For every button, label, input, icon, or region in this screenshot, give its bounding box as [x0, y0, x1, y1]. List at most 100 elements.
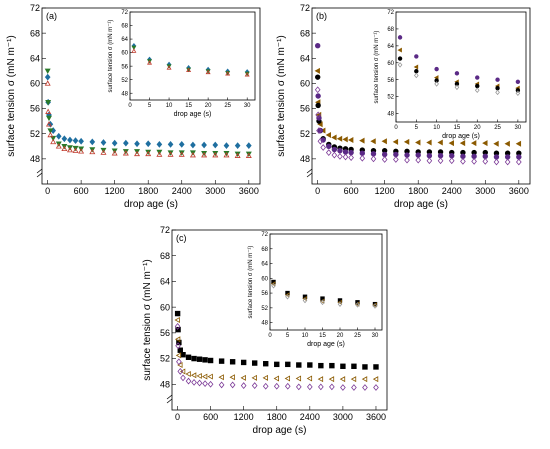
inset-1-point [434, 66, 439, 72]
inset-1-x-tick-label: 25 [494, 125, 501, 131]
main-0-point [44, 73, 51, 81]
main-x-axis-label: drop age (s) [253, 425, 307, 436]
main-1-point [381, 151, 388, 158]
main-2-point [218, 381, 225, 389]
inset-2-y-tick-label: 64 [261, 262, 268, 268]
inset-1-point [495, 85, 500, 91]
main-1-point [460, 153, 466, 160]
inset-2-x-tick-label: 20 [337, 333, 344, 339]
main-0-point [100, 149, 107, 155]
main-2-point [362, 384, 368, 391]
inset-1-point [397, 56, 403, 61]
inset-1-x-tick-label: 20 [474, 125, 481, 131]
inset-2-point [270, 281, 276, 287]
main-2-point [202, 380, 208, 388]
main-2-y-tick-label: 68 [160, 251, 170, 261]
main-2-point [372, 376, 379, 383]
inset-0-x-tick-label: 30 [244, 103, 251, 109]
main-0-point [156, 151, 163, 157]
main-2-point [329, 362, 335, 369]
main-2-point [240, 374, 246, 381]
main-1-x-tick-label: 1200 [375, 186, 395, 196]
main-2-point [251, 360, 258, 366]
main-2-point [179, 368, 186, 375]
main-1-point [493, 158, 500, 166]
inset-1-point [475, 83, 480, 89]
inset-1-x-tick-label: 0 [394, 125, 398, 131]
inset-2-x-tick-label: 25 [354, 333, 361, 339]
main-2-point [285, 361, 291, 368]
main-2-point [218, 374, 224, 381]
main-2-point [196, 356, 203, 362]
main-0-x-tick-label: 3000 [205, 186, 225, 196]
main-2-point [318, 383, 324, 391]
main-1-point [381, 156, 388, 163]
main-1-x-tick-label: 3600 [509, 186, 529, 196]
main-1-point [515, 140, 522, 147]
main-1-point [370, 151, 377, 157]
main-1-point [437, 139, 443, 146]
main-1-point [471, 157, 477, 165]
main-2-x-tick-label: 3000 [333, 412, 353, 422]
main-2-point [174, 310, 181, 317]
main-0-axis-break [36, 168, 43, 174]
main-1-point [320, 144, 327, 151]
main-2-point [329, 383, 335, 391]
main-1-point [504, 158, 511, 166]
main-2-point [262, 374, 268, 381]
main-2-x-tick-label: 0 [175, 412, 180, 422]
main-1-point [459, 140, 466, 147]
main-1-point [348, 154, 354, 161]
main-2-point [207, 373, 213, 380]
main-1-point [448, 140, 454, 147]
inset-1-y-tick-label: 56 [387, 78, 394, 84]
main-2-y-tick-label: 60 [160, 302, 170, 312]
main-0-y-tick-label: 56 [30, 104, 40, 114]
main-2-point [174, 323, 181, 330]
inset-1-point [434, 81, 439, 87]
main-2-point [317, 376, 324, 383]
main-1-point [325, 131, 332, 138]
main-0-point [61, 145, 68, 152]
main-1-point [415, 152, 421, 158]
main-0-point [223, 142, 230, 150]
main-1-point [448, 157, 455, 165]
main-2-point [273, 382, 280, 390]
panel-1: 0 600 1200 1800 2400 3000 360048525660646872(b… [276, 3, 531, 210]
main-2-point [361, 376, 368, 383]
main-0-point [78, 148, 85, 154]
main-1-point [315, 102, 321, 109]
main-2-point [196, 379, 203, 387]
main-2-point [201, 373, 208, 380]
main-0-point [46, 121, 52, 127]
inset-1-point [397, 47, 402, 53]
main-1-point [426, 153, 433, 159]
main-0-point [212, 151, 219, 158]
main-2-point [350, 376, 357, 383]
inset-0-point [147, 60, 153, 65]
main-0-point [178, 151, 185, 157]
main-1-point [460, 157, 466, 165]
main-1-point [359, 154, 366, 162]
inset-0-point [205, 69, 211, 75]
main-1-point [516, 154, 522, 160]
main-y-axis-label: surface tension σ (mN m⁻¹) [142, 259, 153, 380]
main-2-point [229, 374, 235, 381]
main-2-point [175, 352, 182, 359]
main-2-point [190, 372, 197, 379]
main-2-x-tick-label: 1200 [234, 412, 254, 422]
inset-2-point [372, 303, 378, 309]
main-1-point [331, 146, 338, 153]
main-0-point [178, 141, 185, 148]
main-0-point [44, 80, 51, 86]
main-1-y-tick-label: 72 [300, 3, 310, 13]
inset-y-axis-label: surface tension σ (mN m⁻¹) [108, 20, 114, 93]
main-1-point [320, 137, 326, 143]
main-2-point [185, 371, 191, 377]
main-1-point [316, 127, 322, 134]
main-0-point [72, 147, 79, 153]
main-1-point [393, 151, 399, 158]
main-2-point [174, 317, 180, 323]
main-0-point [89, 148, 96, 155]
main-0-point [212, 141, 219, 149]
